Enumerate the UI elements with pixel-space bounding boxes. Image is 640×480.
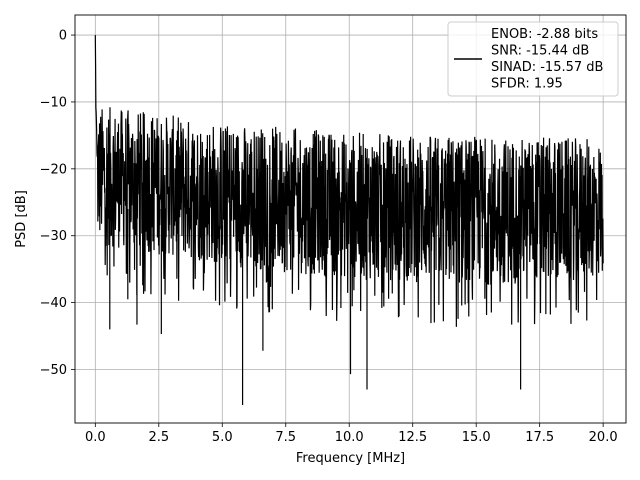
legend: ENOB: -2.88 bits SNR: -15.44 dB SINAD: -… [447, 21, 619, 97]
series-layer [94, 35, 604, 405]
axes [74, 14, 627, 424]
x-axis-label: Frequency [MHz] [296, 451, 405, 466]
y-tick-label: −10 [40, 95, 67, 110]
x-tick-label: 10.0 [335, 430, 364, 445]
x-tick-label: 0.0 [85, 430, 106, 445]
x-tick-label: 7.5 [275, 430, 296, 445]
x-tick-label: 12.5 [398, 430, 427, 445]
legend-snr-text: SNR: -15.44 dB [491, 44, 589, 59]
legend-enob-text: ENOB: -2.88 bits [491, 27, 598, 42]
x-tick-label: 17.5 [525, 430, 554, 445]
y-tick-label: −30 [40, 229, 67, 244]
ticks: 0.0 2.5 5.0 7.5 10.0 12.5 15.0 17.5 20.0 0 −10 −20 −… [40, 29, 618, 445]
x-tick-label: 20.0 [589, 430, 618, 445]
x-tick-label: 2.5 [148, 430, 169, 445]
legend-sinad-text: SINAD: -15.57 dB [491, 60, 603, 75]
y-tick-label: 0 [59, 29, 67, 44]
psd-series-line [94, 35, 604, 405]
legend-sfdr-text: SFDR: 1.95 [491, 77, 563, 92]
x-tick-label: 15.0 [462, 430, 491, 445]
y-tick-label: −50 [40, 363, 67, 378]
plot-frame [74, 14, 627, 424]
legend-box [447, 21, 619, 97]
y-tick-label: −40 [40, 296, 67, 311]
y-axis-label: PSD [dB] [14, 190, 29, 248]
y-tick-label: −20 [40, 162, 67, 177]
x-tick-label: 5.0 [212, 430, 233, 445]
